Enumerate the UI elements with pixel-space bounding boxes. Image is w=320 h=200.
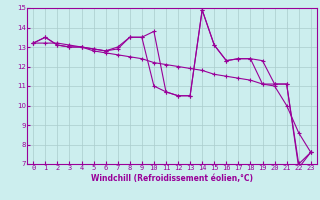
X-axis label: Windchill (Refroidissement éolien,°C): Windchill (Refroidissement éolien,°C) xyxy=(91,174,253,183)
